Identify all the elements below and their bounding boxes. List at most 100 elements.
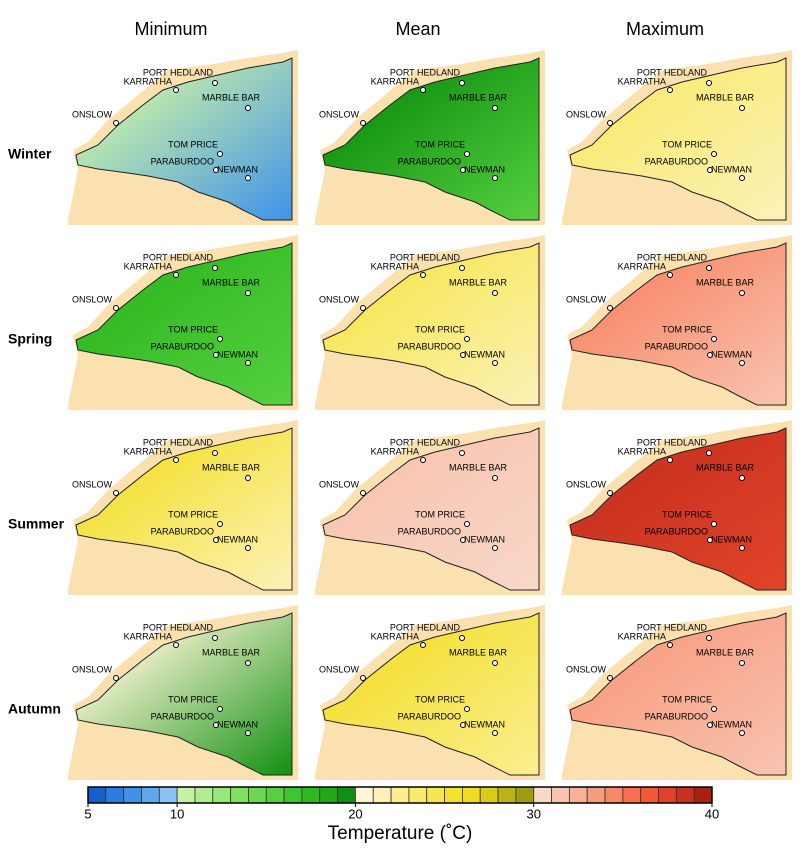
town-marker	[607, 305, 613, 311]
town-marker	[492, 290, 498, 296]
town-marker	[459, 635, 465, 641]
town-label: TOM PRICE	[168, 324, 218, 334]
town-label: PORT HEDLAND	[143, 622, 214, 632]
region	[322, 242, 540, 406]
town-marker	[360, 490, 366, 496]
town-marker	[217, 706, 223, 712]
town-marker	[245, 105, 251, 111]
colorbar-segment	[248, 786, 267, 804]
town-label: PARABURDOO	[645, 526, 708, 536]
town-marker	[173, 457, 179, 463]
town-marker	[492, 730, 498, 736]
colorbar-segment	[212, 786, 232, 804]
town-marker	[217, 151, 223, 157]
town-marker	[667, 642, 673, 648]
town-label: ONSLOW	[319, 109, 360, 119]
town-label: NEWMAN	[464, 349, 505, 359]
town-label: KARRATHA	[371, 446, 419, 456]
town-marker	[667, 272, 673, 278]
town-marker	[739, 105, 745, 111]
town-label: MARBLE BAR	[449, 92, 508, 102]
row-label: Winter	[8, 146, 52, 162]
column-header: Minimum	[134, 19, 207, 39]
town-marker	[420, 457, 426, 463]
colorbar-segment	[176, 786, 196, 804]
town-label: NEWMAN	[464, 534, 505, 544]
town-label: TOM PRICE	[662, 694, 712, 704]
town-label: TOM PRICE	[415, 139, 465, 149]
town-marker	[213, 352, 219, 358]
colorbar-segment	[640, 786, 659, 804]
town-label: NEWMAN	[711, 534, 752, 544]
region	[75, 242, 293, 406]
town-label: PARABURDOO	[151, 156, 214, 166]
colorbar-segment	[319, 786, 338, 804]
town-label: ONSLOW	[566, 294, 607, 304]
town-marker	[706, 265, 712, 271]
town-label: PARABURDOO	[645, 341, 708, 351]
town-label: NEWMAN	[464, 719, 505, 729]
town-label: ONSLOW	[319, 664, 360, 674]
town-marker	[360, 120, 366, 126]
colorbar-segment	[194, 786, 214, 804]
town-label: PARABURDOO	[151, 711, 214, 721]
town-label: PORT HEDLAND	[143, 67, 214, 77]
town-marker	[459, 450, 465, 456]
town-marker	[245, 175, 251, 181]
sea	[68, 50, 298, 220]
town-marker	[739, 545, 745, 551]
colorbar-segment	[693, 786, 713, 804]
colorbar-tick-label: 10	[170, 806, 184, 821]
colorbar-segment	[533, 786, 552, 804]
town-marker	[212, 265, 218, 271]
colorbar-segment	[461, 786, 481, 804]
town-label: NEWMAN	[464, 164, 505, 174]
town-label: MARBLE BAR	[696, 462, 755, 472]
town-marker	[459, 80, 465, 86]
town-label: ONSLOW	[319, 479, 360, 489]
colorbar-segment	[675, 786, 695, 804]
colorbar-tick-label: 30	[526, 806, 540, 821]
town-marker	[459, 265, 465, 271]
town-marker	[711, 336, 717, 342]
town-marker	[460, 167, 466, 173]
town-label: KARRATHA	[124, 76, 172, 86]
town-marker	[492, 545, 498, 551]
town-label: ONSLOW	[566, 479, 607, 489]
town-marker	[607, 120, 613, 126]
town-marker	[464, 521, 470, 527]
colorbar-segment	[301, 786, 321, 804]
colorbar-segment	[372, 786, 392, 804]
region	[569, 612, 787, 776]
town-label: PORT HEDLAND	[390, 437, 461, 447]
colorbar-segment	[337, 786, 356, 804]
town-marker	[245, 730, 251, 736]
town-marker	[113, 490, 119, 496]
town-marker	[460, 722, 466, 728]
town-marker	[420, 272, 426, 278]
colorbar-segment	[479, 786, 499, 804]
town-marker	[245, 545, 251, 551]
colorbar-segment	[444, 786, 463, 804]
town-marker	[420, 87, 426, 93]
town-marker	[706, 450, 712, 456]
colorbar-tick-label: 40	[705, 806, 719, 821]
town-marker	[739, 175, 745, 181]
row-label: Spring	[8, 331, 52, 347]
town-marker	[706, 635, 712, 641]
sea	[68, 605, 298, 775]
town-marker	[707, 537, 713, 543]
town-label: ONSLOW	[319, 294, 360, 304]
sea	[68, 235, 298, 405]
sea	[68, 420, 298, 590]
town-label: KARRATHA	[124, 631, 172, 641]
town-marker	[212, 635, 218, 641]
region	[322, 427, 540, 591]
town-label: NEWMAN	[711, 719, 752, 729]
